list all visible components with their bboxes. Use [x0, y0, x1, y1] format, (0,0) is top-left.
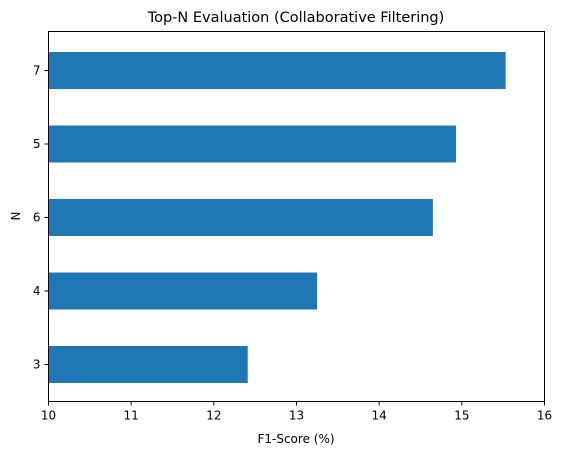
bar-n-3 [49, 346, 248, 383]
x-tick-label: 14 [372, 409, 387, 423]
y-tick-label: 6 [33, 211, 41, 225]
x-tick-label: 16 [537, 409, 552, 423]
chart-title: Top-N Evaluation (Collaborative Filterin… [147, 10, 445, 26]
bar-n-5 [49, 126, 457, 163]
y-tick-label: 7 [33, 64, 41, 78]
y-axis-ticks: 3 4 6 5 7 [33, 64, 49, 372]
y-tick-label: 4 [33, 284, 41, 298]
y-axis-label: N [9, 212, 23, 221]
bar-n-4 [49, 273, 318, 310]
bar-n-7 [49, 52, 506, 89]
x-axis-label: F1-Score (%) [257, 432, 334, 446]
x-tick-label: 10 [41, 409, 56, 423]
y-tick-label: 3 [33, 358, 41, 372]
x-axis-ticks: 10 11 12 13 14 15 16 [41, 402, 552, 423]
x-tick-label: 11 [124, 409, 139, 423]
bar-n-6 [49, 199, 433, 236]
y-tick-label: 5 [33, 137, 41, 151]
x-tick-label: 12 [206, 409, 221, 423]
bars-group [49, 52, 506, 383]
x-tick-label: 15 [454, 409, 469, 423]
x-tick-label: 13 [289, 409, 304, 423]
